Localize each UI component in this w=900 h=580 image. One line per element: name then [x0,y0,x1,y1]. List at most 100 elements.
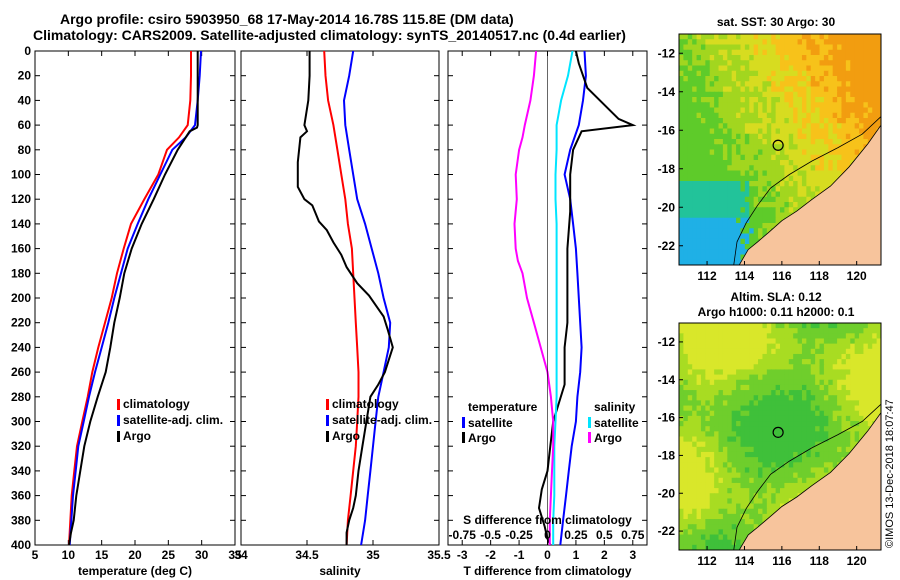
map-cell [780,441,785,448]
map-cell [714,133,720,140]
map-cell [736,170,742,177]
map-cell [696,328,702,334]
map-cell [740,395,746,401]
map-cell [705,482,711,489]
map-cell [696,228,702,235]
map-cell [679,76,684,82]
map-cell [700,160,706,166]
map-cell [797,49,803,56]
map-cell [705,170,711,177]
map-cell [762,431,768,438]
map-cell [727,379,733,386]
map-cell [784,175,790,182]
map-cell [736,323,742,329]
map-cell [867,353,873,360]
map-cell [700,39,706,46]
map-cell [687,534,693,541]
map-cell [766,498,772,505]
map-cell [784,457,790,463]
map-cell [709,81,715,88]
map-cell [854,49,860,56]
map-cell [775,353,781,360]
map-cell [845,369,851,376]
map-cell [819,60,825,67]
map-cell [700,472,706,479]
map-cell [823,421,829,427]
map-cell [683,359,689,365]
map-cell [744,343,750,350]
map-cell [718,519,724,525]
map-cell [736,144,742,151]
map-cell [810,76,816,82]
map-cell [810,70,816,77]
imos-credit: ©IMOS 13-Dec-2018 18:07:47 [884,399,896,548]
map-cell [819,118,825,124]
map-cell [727,34,733,40]
map-cell [850,353,856,360]
map-cell [687,508,693,515]
map-cell [793,338,799,345]
map-cell [679,534,684,541]
map-cell [705,97,711,103]
map-cell [775,86,781,93]
map-cell [797,154,803,161]
map-cell [696,34,702,40]
map-cell [744,175,750,182]
legend-swatch [117,431,120,442]
map-cell [788,348,794,355]
profile-panel-difference: -3 -2 -1 0 1 2 3T difference from climatologyt… [447,50,648,578]
map-cell [740,369,746,376]
map-cell [753,91,759,98]
map-cell [700,482,706,489]
map-cell [793,149,799,156]
map-cell [736,348,742,355]
map-cell [815,364,821,371]
map-cell [845,160,851,166]
map-cell [749,107,755,114]
map-cell [801,384,807,391]
map-cell [828,39,834,46]
map-cell [709,415,715,422]
map-cell [718,123,724,130]
map-cell [705,441,711,448]
map-cell [722,390,728,396]
map-cell [854,353,860,360]
map-cell [810,369,816,376]
map-cell [815,165,821,172]
map-cell [714,328,720,334]
map-cell [841,364,847,371]
map-cell [780,384,785,391]
map-cell [850,144,856,151]
map-cell [784,359,790,365]
map-cell [753,343,759,350]
map-cell [705,333,711,340]
map-cell [705,49,711,56]
map-cell [714,323,720,329]
map-cell [766,160,772,166]
map-cell [780,191,785,198]
map-cell [683,233,689,240]
map-cell [753,395,759,401]
y-tick-label: 400 [11,538,31,552]
map-cell [722,374,728,381]
map-cell [810,123,816,130]
map-cell [692,123,698,130]
map-cell [727,107,733,114]
map-cell [692,118,698,124]
map-cell [793,390,799,396]
map-cell [863,369,869,376]
map-cell [687,519,693,525]
map-cell [700,451,706,458]
map-cell [775,165,781,172]
map-cell [771,390,777,396]
map-cell [797,118,803,124]
map-cell [709,212,715,219]
map-cell [819,359,825,365]
map-cell [714,431,720,438]
map-cell [797,462,803,469]
map-cell [753,149,759,156]
map-cell [740,467,746,474]
map-cell [780,170,785,177]
map-cell [788,144,794,151]
map-cell [731,181,737,187]
